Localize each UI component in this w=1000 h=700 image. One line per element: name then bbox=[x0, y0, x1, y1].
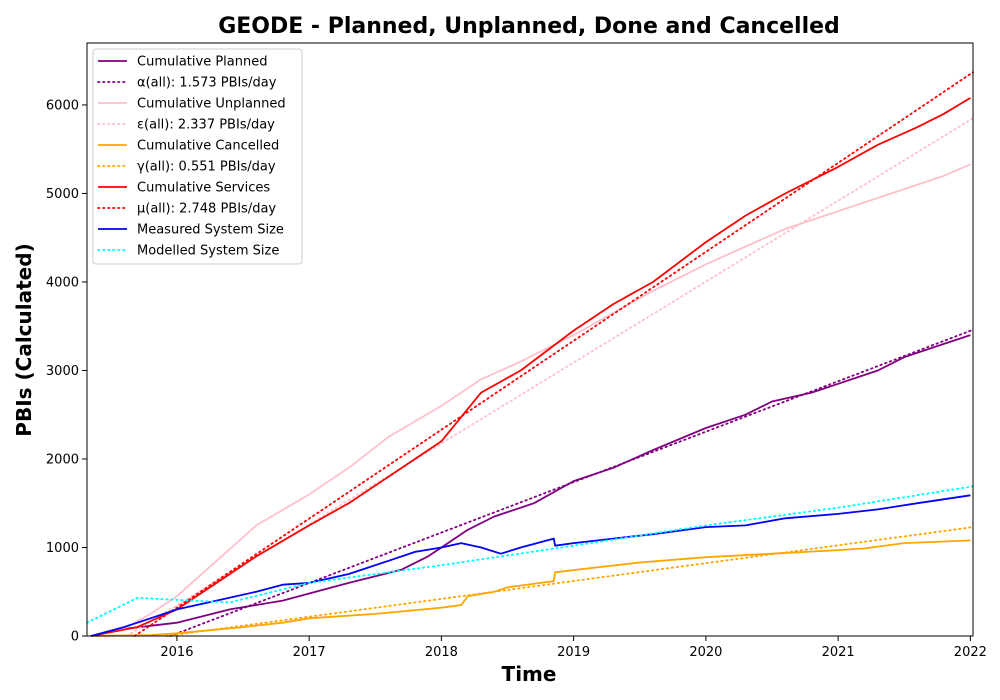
legend-entry-label: γ(all): 0.551 PBIs/day bbox=[137, 160, 276, 175]
series-line-5 bbox=[165, 526, 974, 637]
series-line-8 bbox=[90, 494, 971, 637]
series-line-1 bbox=[169, 328, 974, 637]
y-axis-ticks: 0 1000 2000 3000 4000 5000 6000 bbox=[46, 98, 87, 645]
legend: Cumulative Planned α(all): 1.573 PBIs/day… bbox=[92, 48, 303, 265]
x-axis-ticks: 2016 2017 2018 2019 2020 2021 2022 bbox=[160, 636, 987, 660]
legend-entry-label: Cumulative Planned bbox=[137, 55, 267, 70]
y-tick-label: 3000 bbox=[46, 364, 79, 379]
y-tick-label: 1000 bbox=[46, 541, 79, 556]
series-line-0 bbox=[90, 334, 971, 637]
y-tick-label: 4000 bbox=[46, 275, 79, 290]
x-axis-label: Time bbox=[502, 662, 557, 686]
legend-entry-label: Cumulative Services bbox=[137, 181, 270, 196]
x-tick-label: 2021 bbox=[822, 645, 855, 660]
x-tick-label: 2020 bbox=[689, 645, 722, 660]
legend-box bbox=[92, 48, 303, 265]
legend-entry-label: α(all): 1.573 PBIs/day bbox=[137, 76, 277, 91]
plot-lines bbox=[86, 71, 974, 637]
chart-title: GEODE - Planned, Unplanned, Done and Can… bbox=[218, 14, 840, 39]
series-line-9 bbox=[86, 485, 974, 624]
series-line-6 bbox=[90, 97, 971, 637]
x-tick-label: 2018 bbox=[425, 645, 458, 660]
legend-entry-label: Modelled System Size bbox=[137, 244, 279, 259]
x-tick-label: 2016 bbox=[160, 645, 193, 660]
series-line-4 bbox=[90, 539, 971, 637]
plot-frame bbox=[86, 42, 974, 637]
y-tick-label: 6000 bbox=[46, 98, 79, 113]
y-axis-label: PBIs (Calculated) bbox=[12, 243, 36, 436]
legend-entry-label: Cumulative Cancelled bbox=[137, 139, 279, 154]
y-tick-label: 5000 bbox=[46, 187, 79, 202]
x-tick-label: 2017 bbox=[293, 645, 326, 660]
series-line-2 bbox=[90, 163, 971, 637]
series-line-7 bbox=[133, 71, 974, 637]
legend-entry-label: Cumulative Unplanned bbox=[137, 97, 286, 112]
legend-entry-label: Measured System Size bbox=[137, 223, 284, 238]
legend-entry-label: ε(all): 2.337 PBIs/day bbox=[137, 118, 275, 133]
legend-entry-label: μ(all): 2.748 PBIs/day bbox=[137, 202, 276, 217]
y-tick-label: 2000 bbox=[46, 452, 79, 467]
y-tick-label: 0 bbox=[71, 630, 79, 645]
x-tick-label: 2022 bbox=[954, 645, 987, 660]
x-tick-label: 2019 bbox=[557, 645, 590, 660]
